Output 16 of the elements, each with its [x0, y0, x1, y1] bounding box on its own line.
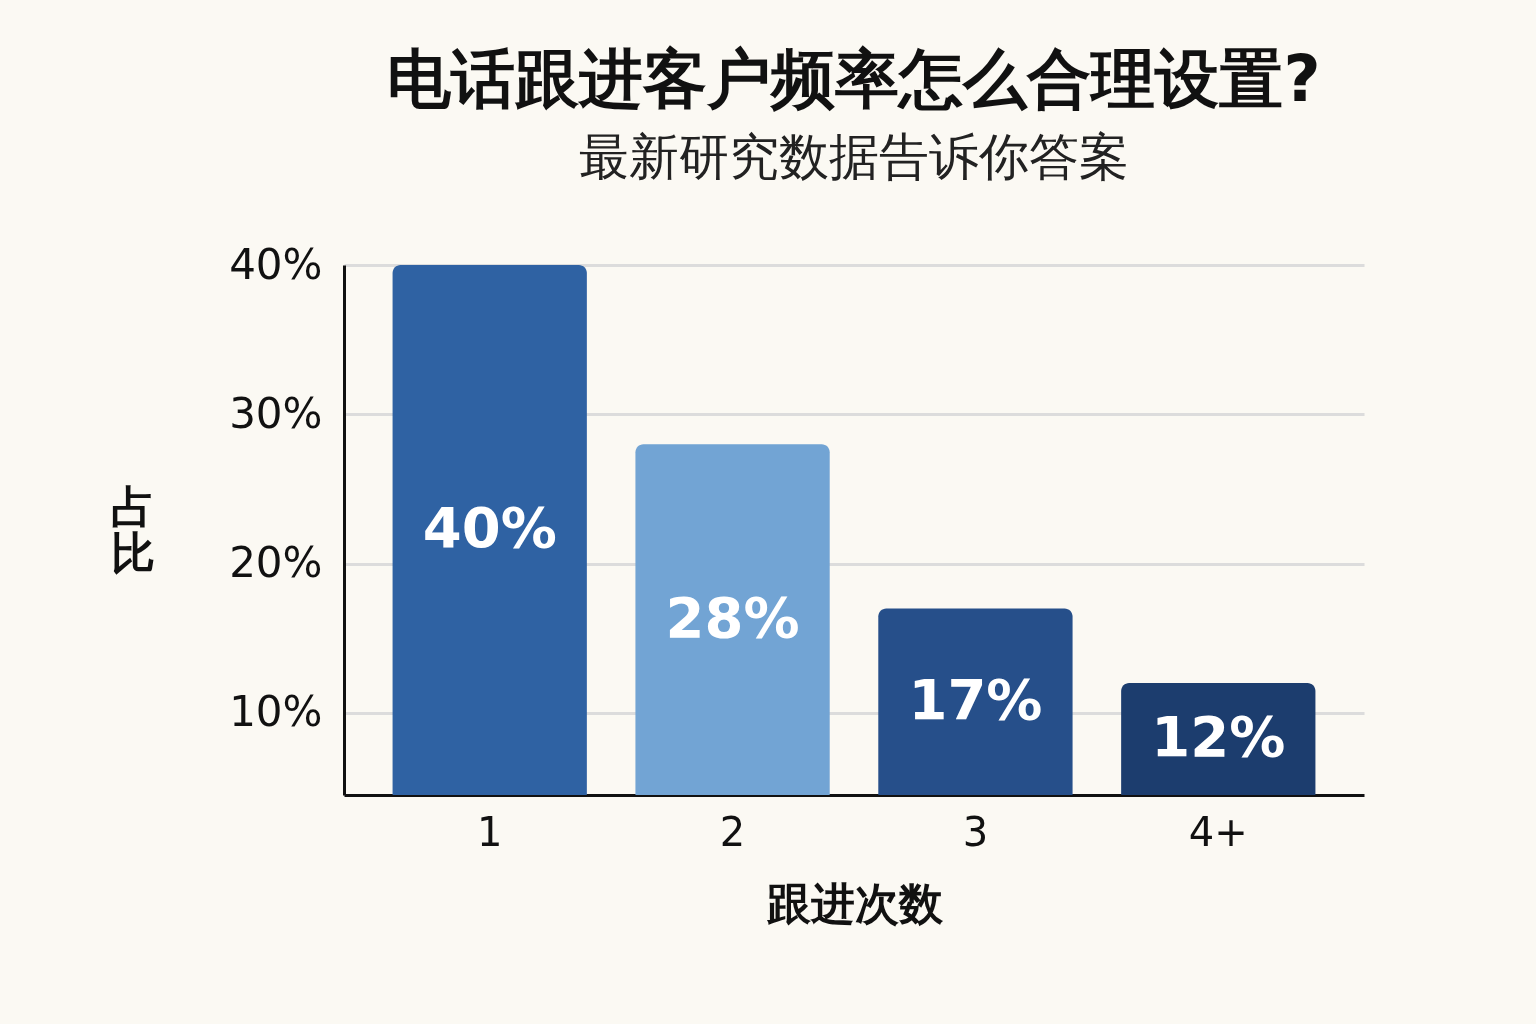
data-label: 40% [422, 495, 557, 560]
data-label: 12% [1151, 704, 1286, 770]
x-tick-label: 3 [962, 808, 989, 855]
y-tick-label: 40% [229, 239, 323, 289]
data-label: 28% [665, 584, 800, 650]
chart-title: 电话跟进客户频率怎么合理设置? [387, 42, 1321, 116]
chart-subtitle: 最新研究数据告诉你答案 [579, 128, 1129, 186]
y-axis-title: 占比 [111, 480, 156, 578]
data-label: 17% [908, 666, 1043, 732]
y-tick-label: 20% [229, 538, 323, 588]
x-tick-label: 1 [476, 808, 503, 855]
y-tick-label: 30% [229, 388, 323, 438]
y-tick-label: 10% [229, 687, 323, 737]
x-axis-title: 跟进次数 [765, 877, 944, 929]
x-tick-label: 2 [719, 808, 746, 855]
x-tick-label: 4+ [1188, 808, 1248, 855]
